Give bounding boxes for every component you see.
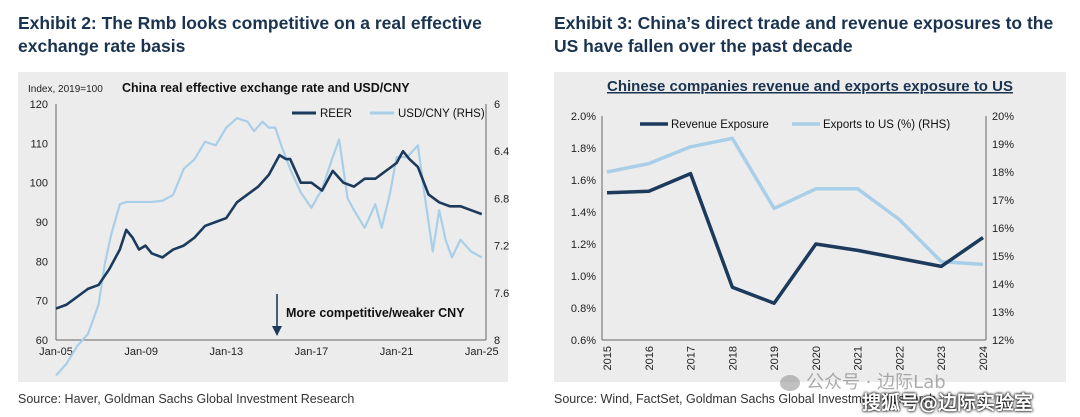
legend-usdcny-label: USD/CNY (RHS) — [398, 108, 485, 120]
y-tick-label: 1.6% — [571, 175, 596, 187]
x-tick-label: 2019 — [769, 346, 781, 370]
y2-tick-label: 6 — [494, 99, 500, 111]
x-tick-label: Jan-05 — [39, 346, 73, 358]
x-tick-label: Jan-21 — [380, 346, 414, 358]
y2-tick-label: 6.4 — [494, 146, 509, 158]
x-tick-label: Jan-13 — [209, 346, 243, 358]
x-tick-label: Jan-09 — [124, 346, 158, 358]
exhibit-3-title: Exhibit 3: China’s direct trade and reve… — [554, 13, 1054, 56]
y2-tick-label: 18% — [992, 167, 1014, 179]
legend-revenue-label: Revenue Exposure — [671, 119, 769, 131]
watermark-text-1: 公众号 · 边际Lab — [806, 372, 946, 393]
x-tick-label: 2020 — [811, 346, 823, 370]
y2-tick-label: 16% — [992, 223, 1014, 235]
watermark-sohu: 搜狐号@边际实验室 — [862, 392, 1034, 414]
y2-tick-label: 19% — [992, 139, 1014, 151]
x-tick-label: 2022 — [894, 346, 906, 370]
legend-exports-label: Exports to US (%) (RHS) — [823, 119, 950, 131]
y-tick-label: 1.8% — [571, 143, 596, 155]
x-tick-label: 2015 — [602, 346, 614, 370]
y2-tick-label: 7.6 — [494, 288, 509, 300]
y2-tick-label: 17% — [992, 195, 1014, 207]
legend-reer-label: REER — [320, 108, 352, 120]
y-tick-label: 1.2% — [571, 239, 596, 251]
exhibit-3-panel: Exhibit 3: China’s direct trade and reve… — [540, 0, 1080, 417]
x-tick-label: Jan-17 — [295, 346, 329, 358]
y-tick-label: 0.8% — [571, 303, 596, 315]
y2-tick-label: 15% — [992, 251, 1014, 263]
y2-tick-label: 8 — [494, 335, 500, 347]
y2-tick-label: 14% — [992, 279, 1014, 291]
y-tick-label: 80 — [36, 256, 48, 268]
y-tick-label: 60 — [36, 335, 48, 347]
exhibit-3-source: Source: Wind, FactSet, Goldman Sachs Glo… — [554, 392, 937, 406]
y-tick-label: 70 — [36, 296, 48, 308]
y2-tick-label: 13% — [992, 307, 1014, 319]
exhibit-2-source: Source: Haver, Goldman Sachs Global Inve… — [18, 392, 355, 406]
y-tick-label: 120 — [30, 99, 48, 111]
x-tick-label: Jan-25 — [465, 346, 499, 358]
annotation-arrow-head — [272, 326, 282, 336]
x-tick-label: 2018 — [727, 346, 739, 370]
y2-tick-label: 12% — [992, 335, 1014, 347]
x-tick-label: 2016 — [644, 346, 656, 370]
reer-chart: 60 70 80 90 100 110 120 6 6.4 6.8 7.2 7.6 8 Jan-05 Jan… — [28, 81, 509, 377]
x-tick-label: 2021 — [853, 346, 865, 370]
chart-2-title: Chinese companies revenue and exports ex… — [607, 78, 1013, 95]
x-tick-label: 2017 — [686, 346, 698, 370]
y2-tick-label: 6.8 — [494, 193, 509, 205]
y-axis-label: Index, 2019=100 — [28, 84, 103, 95]
x-tick-label: 2023 — [936, 346, 948, 370]
y2-tick-label: 7.2 — [494, 241, 509, 253]
y-tick-label: 100 — [30, 178, 48, 190]
y2-tick-label: 20% — [992, 111, 1014, 123]
annotation-text: More competitive/weaker CNY — [286, 306, 465, 320]
y-tick-label: 1.0% — [571, 271, 596, 283]
y-tick-label: 0.6% — [571, 335, 596, 347]
series-exports-line — [606, 136, 984, 267]
y-tick-label: 110 — [30, 138, 48, 150]
exhibit-2-panel: Exhibit 2: The Rmb looks competitive on … — [18, 13, 509, 406]
y-tick-label: 2.0% — [571, 111, 596, 123]
series-usdcny-line — [55, 117, 483, 377]
exhibit-2-title: Exhibit 2: The Rmb looks competitive on … — [18, 13, 482, 56]
series-reer-line — [55, 149, 483, 310]
exposure-chart: 0.6% 0.8% 1.0% 1.2% 1.4% 1.6% 1.8% 2.0% 12% 13% 14… — [571, 78, 1014, 370]
chart-1-title: China real effective exchange rate and U… — [122, 81, 410, 95]
y-tick-label: 1.4% — [571, 207, 596, 219]
y-tick-label: 90 — [36, 217, 48, 229]
series-revenue-line — [606, 171, 984, 305]
x-tick-label: 2024 — [978, 346, 990, 370]
watermark-wechat: 公众号 · 边际Lab — [780, 368, 946, 394]
wechat-icon — [780, 375, 800, 391]
